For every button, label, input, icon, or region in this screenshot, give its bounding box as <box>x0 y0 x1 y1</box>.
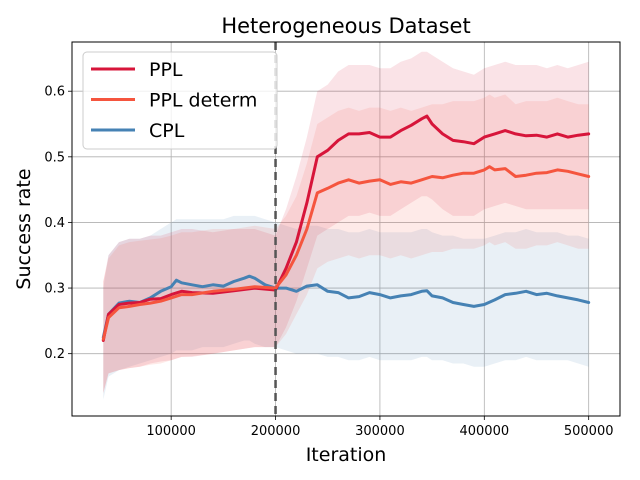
y-tick-label: 0.2 <box>44 347 65 362</box>
x-tick-label: 100000 <box>146 424 196 439</box>
legend-label: PPL <box>149 59 183 81</box>
chart-title: Heterogeneous Dataset <box>221 14 470 38</box>
line-cpl <box>101 274 591 339</box>
line-ppl-determ <box>101 165 591 341</box>
band-ppl-determ <box>103 94 589 393</box>
legend-label: CPL <box>149 120 185 142</box>
line-ppl <box>101 114 591 342</box>
x-tick-label: 500000 <box>564 424 614 439</box>
y-tick-label: 0.6 <box>44 85 65 100</box>
x-axis-label: Iteration <box>306 444 387 466</box>
legend: PPL PPL determ CPL <box>82 51 278 150</box>
legend-box <box>82 51 278 150</box>
axis-ticks: 100000 200000 300000 400000 500000 0.2 0.3 0.4 0… <box>44 85 613 439</box>
band-cpl <box>103 215 589 400</box>
confidence-bands <box>103 51 589 400</box>
plot-frame <box>71 41 621 417</box>
legend-label: PPL determ <box>149 90 257 112</box>
band-ppl <box>103 51 589 394</box>
y-tick-label: 0.3 <box>44 282 65 297</box>
x-tick-label: 300000 <box>355 424 405 439</box>
x-tick-label: 200000 <box>251 424 301 439</box>
y-axis-label: Success rate <box>13 168 35 289</box>
y-tick-label: 0.4 <box>44 216 65 231</box>
y-tick-label: 0.5 <box>44 150 65 165</box>
series-lines <box>101 114 591 342</box>
x-tick-label: 400000 <box>459 424 509 439</box>
